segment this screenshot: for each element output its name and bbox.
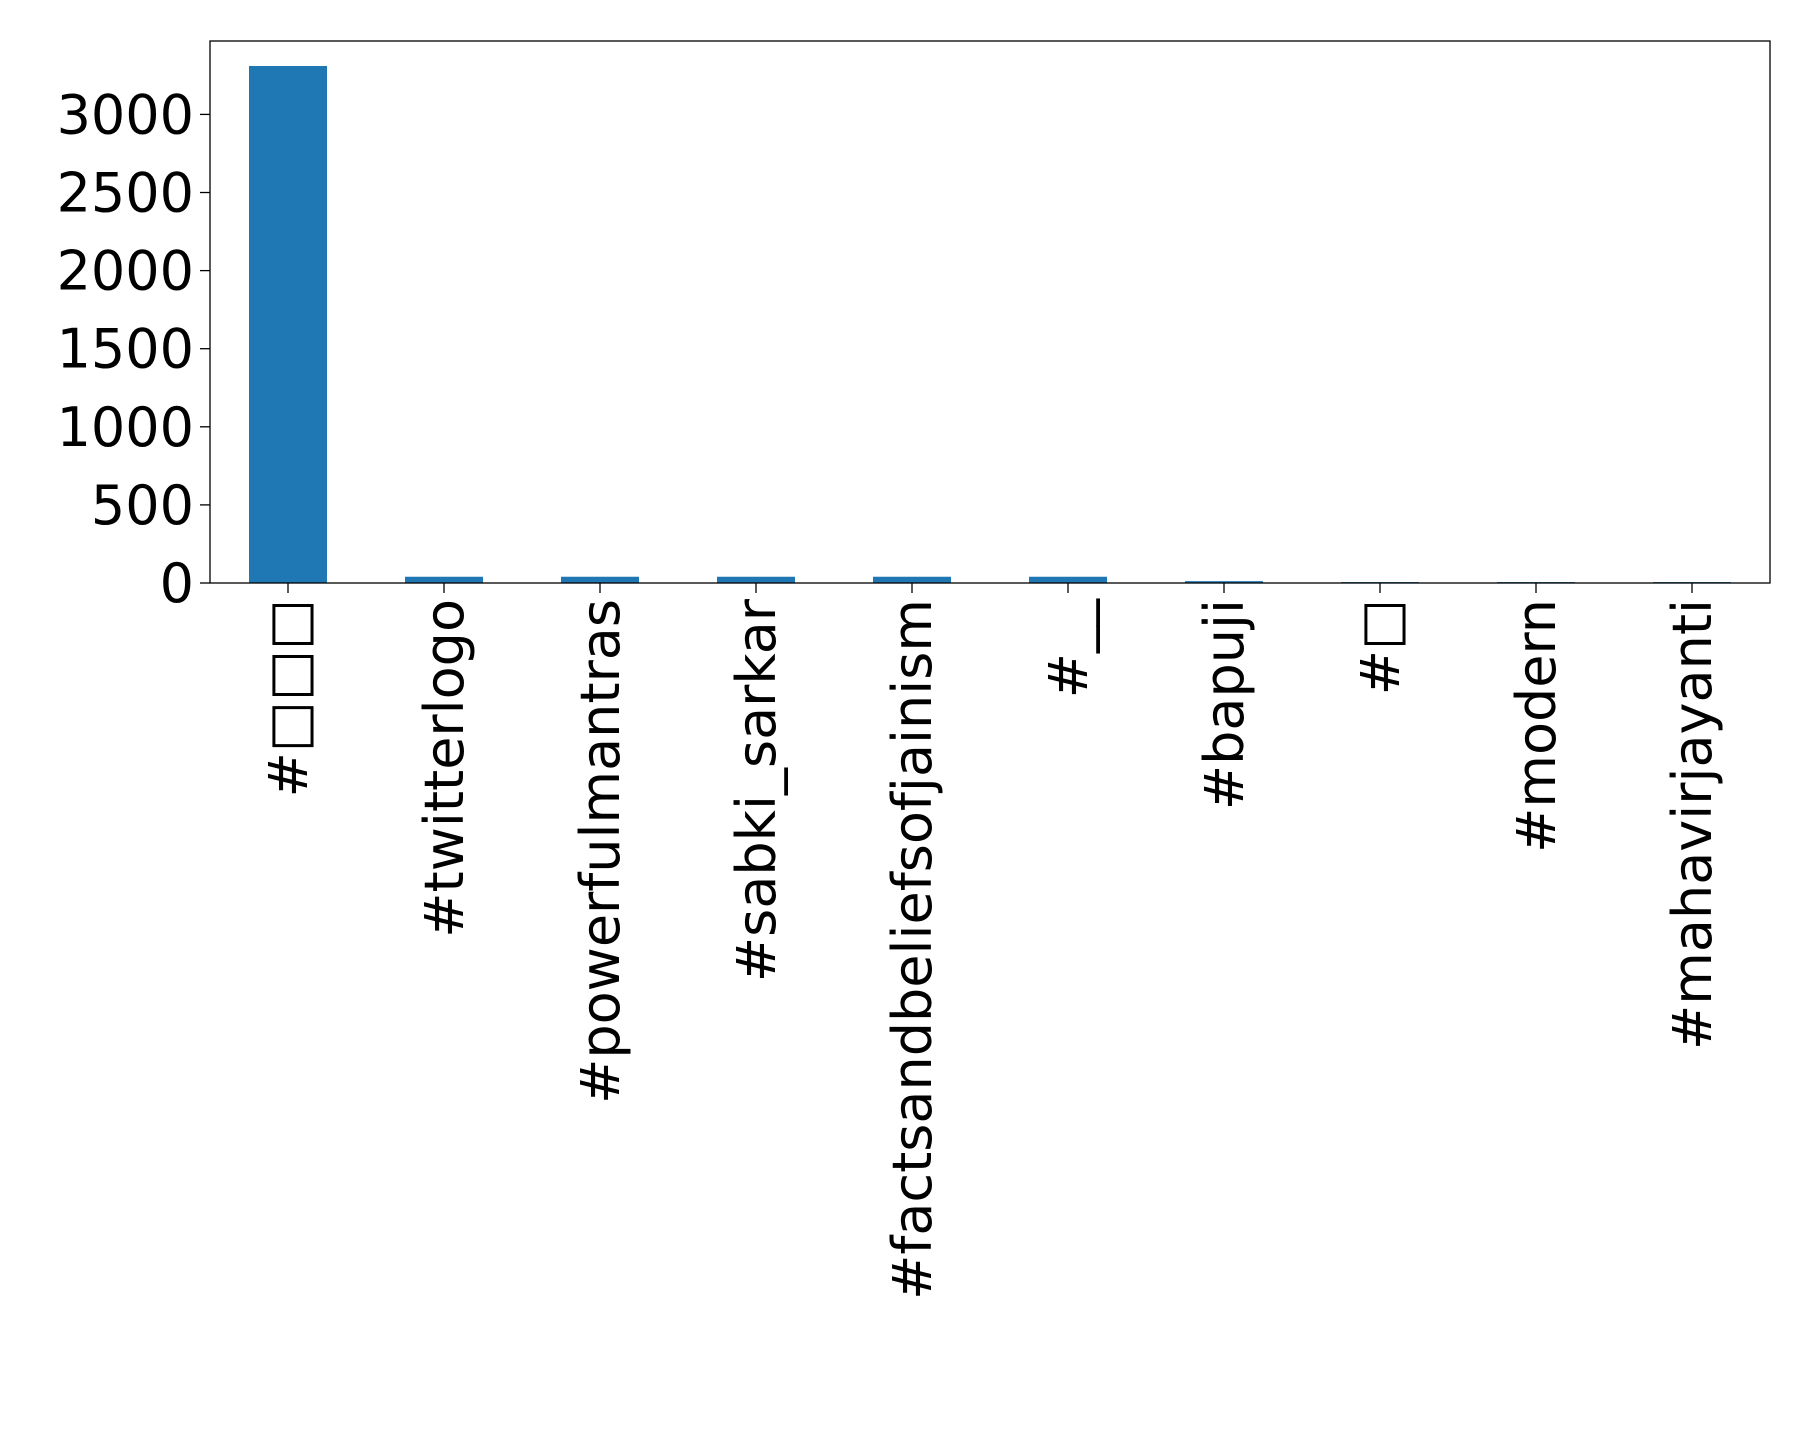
bars-layer — [249, 65, 1731, 584]
y-tick-label: 0 — [160, 552, 194, 615]
x-tick-label: #factsandbeliefsofjainism — [881, 599, 944, 1300]
y-tick-label: 2500 — [57, 162, 194, 225]
bar-0 — [249, 65, 327, 584]
x-tick-label: #bapuji — [1193, 599, 1256, 810]
bar-6 — [1185, 581, 1263, 583]
bar-5 — [1029, 576, 1107, 583]
x-tick-label: #twitterlogo — [413, 599, 476, 938]
x-tick-label: #□ — [1349, 599, 1412, 695]
x-tick-label: #modern — [1505, 599, 1568, 853]
x-tick-label: #powerfulmantras — [569, 599, 632, 1104]
y-tick-label: 1000 — [57, 396, 194, 459]
x-tick-label: #__ — [1037, 598, 1100, 698]
y-tick-label: 1500 — [57, 318, 194, 381]
y-axis: 0 500 1000 1500 2000 2500 3000 — [57, 83, 210, 615]
bar-3 — [717, 576, 795, 583]
bar-2 — [561, 576, 639, 583]
x-tick-label: #□□□ — [257, 599, 320, 797]
y-tick-label: 2000 — [57, 240, 194, 303]
y-tick-label: 3000 — [57, 83, 194, 146]
y-tick-label: 500 — [91, 474, 194, 537]
x-axis: #□□□ #twitterlogo #powerfulmantras #sabki_s… — [257, 583, 1724, 1300]
bar-1 — [405, 576, 483, 583]
x-tick-label: #sabki_sarkar — [725, 598, 788, 982]
x-tick-label: #mahavirjayanti — [1661, 599, 1724, 1050]
plot-frame — [209, 40, 1771, 584]
bar-4 — [873, 576, 951, 583]
